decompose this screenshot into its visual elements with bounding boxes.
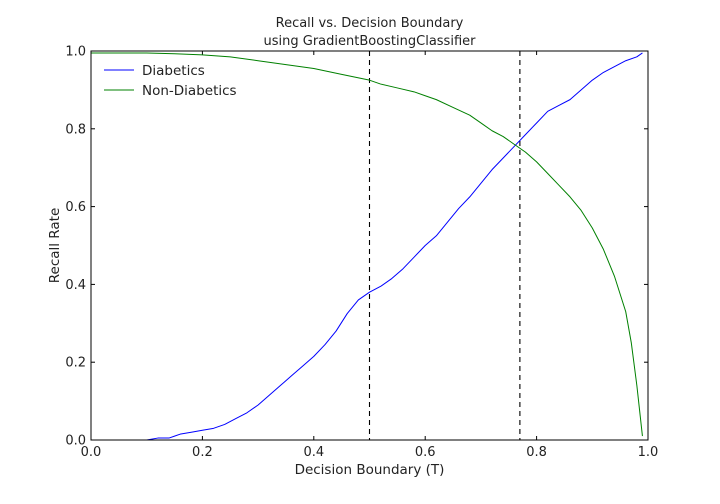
x-tick-label: 0.8 xyxy=(526,445,547,460)
chart-title: Recall vs. Decision Boundary xyxy=(276,16,464,31)
x-tick-label: 0.2 xyxy=(192,445,213,460)
x-axis-label: Decision Boundary (T) xyxy=(295,462,445,478)
y-tick-label: 0.0 xyxy=(65,434,86,449)
plot-frame xyxy=(90,50,649,441)
reference-lines xyxy=(368,51,521,440)
legend-label: Diabetics xyxy=(142,63,205,79)
series-line-diabetics xyxy=(91,52,643,441)
y-tick-label: 0.4 xyxy=(65,278,86,293)
y-tick-label: 0.8 xyxy=(65,122,86,137)
tick-layer: 0.0 0.2 0.4 0.6 0.8 1.0 0.0 0.2 0.4 0.6 0.8 1.0 xyxy=(65,45,658,461)
legend-label: Non-Diabetics xyxy=(142,83,237,99)
y-axis-label: Recall Rate xyxy=(47,208,63,284)
x-tick-label: 0.4 xyxy=(303,445,324,460)
y-tick-label: 0.2 xyxy=(65,356,86,371)
series-layer xyxy=(91,52,643,441)
y-tick-label: 0.6 xyxy=(65,200,86,215)
series-line-non-diabetics xyxy=(91,52,643,437)
legend: Diabetics Non-Diabetics xyxy=(104,63,237,99)
x-tick-label: 1.0 xyxy=(638,445,659,460)
y-tick-label: 1.0 xyxy=(65,45,86,60)
x-tick-label: 0.0 xyxy=(81,445,102,460)
x-tick-label: 0.6 xyxy=(415,445,436,460)
chart-subtitle: using GradientBoostingClassifier xyxy=(264,34,477,49)
